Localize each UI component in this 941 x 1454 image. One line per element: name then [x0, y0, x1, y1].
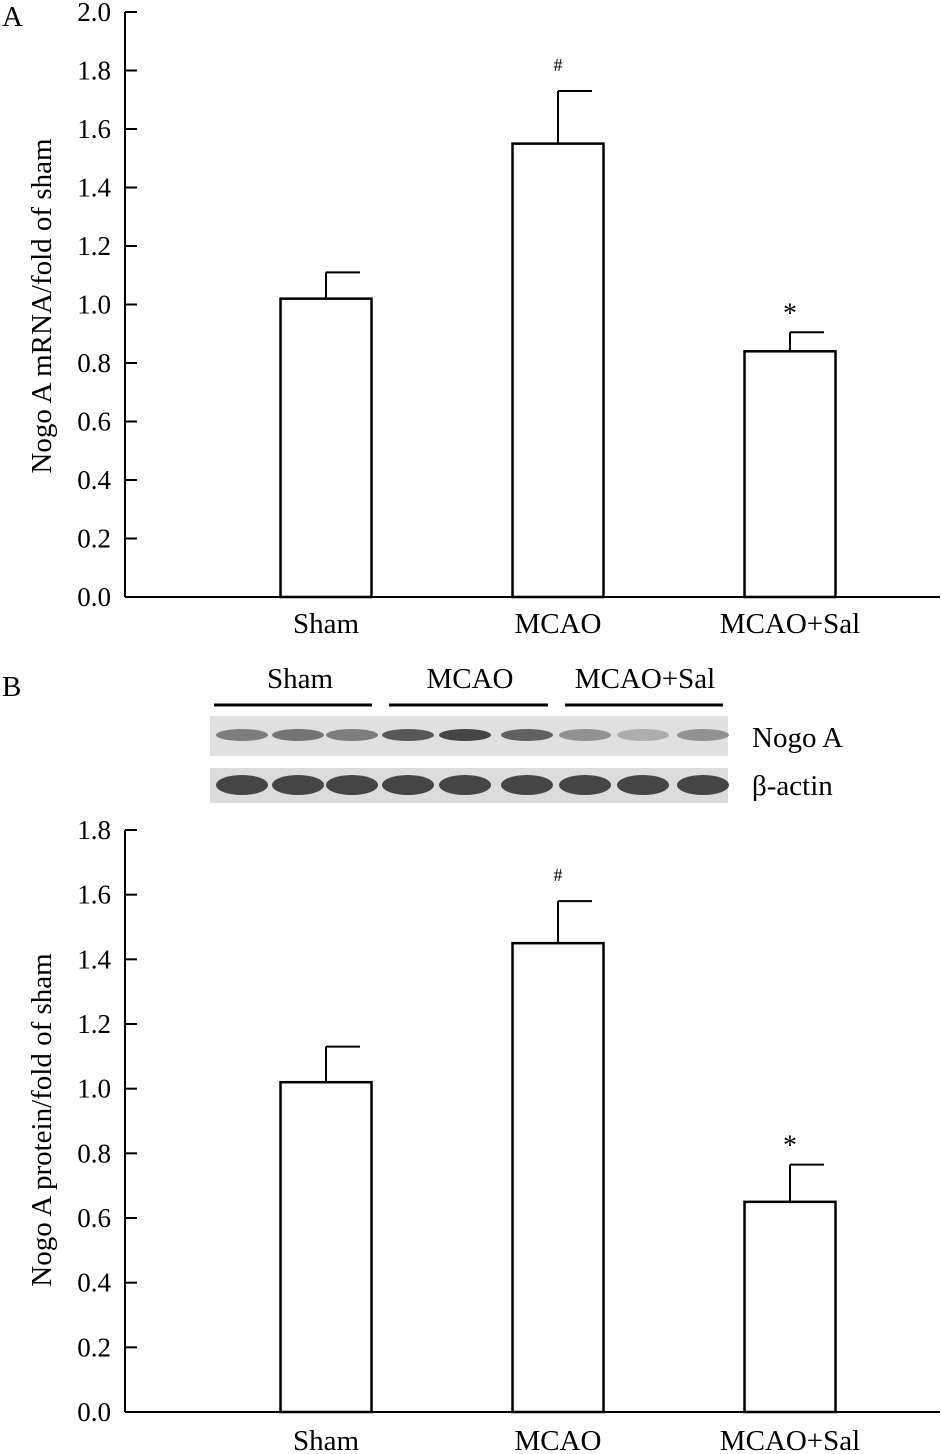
y-tick-label: 0.8 — [77, 348, 111, 378]
blot-group-label-sham: Sham — [267, 663, 334, 695]
y-tick-label: 0.4 — [77, 1268, 111, 1298]
significance-marker: * — [783, 298, 797, 329]
panel-label-a: A — [2, 1, 23, 33]
bar-sham — [279, 1080, 373, 1414]
y-tick-label: 0.6 — [77, 407, 111, 437]
x-category-label: MCAO+Sal — [720, 608, 860, 640]
significance-marker: # — [554, 865, 563, 885]
y-tick-label: 0.2 — [77, 1332, 111, 1362]
y-tick-label: 0.0 — [77, 1397, 111, 1427]
chart-a: 0.0 0.2 0.4 0.6 0.8 1.0 1.2 1.4 1.6 1.8 2.0 Sham # MC… — [77, 0, 940, 640]
panel-label-b: B — [2, 671, 21, 703]
blot-band — [501, 775, 553, 795]
blot-band — [439, 729, 491, 741]
blot-band — [677, 775, 729, 795]
bar-mcao-sal — [743, 1200, 837, 1414]
blot-band — [382, 775, 434, 795]
x-category-label: MCAO — [514, 1425, 601, 1454]
chart-b: 0.0 0.2 0.4 0.6 0.8 1.0 1.2 1.4 1.6 1.8 Sham # MCAO *… — [77, 815, 940, 1454]
y-tick-label: 0.0 — [77, 582, 111, 612]
y-tick-label: 1.8 — [77, 815, 111, 845]
blot-band — [216, 775, 268, 795]
blot-band — [559, 729, 611, 741]
blot-group-label-mcao-sal: MCAO+Sal — [575, 663, 715, 695]
blot-band — [501, 729, 553, 741]
bar-sham — [279, 297, 373, 599]
bar-mcao-sal — [743, 350, 837, 599]
blot-band — [617, 775, 669, 795]
x-category-label: Sham — [293, 1425, 360, 1454]
y-tick-label: 1.2 — [77, 1009, 111, 1039]
y-tick-label: 2.0 — [77, 0, 111, 27]
y-tick-label: 1.2 — [77, 231, 111, 261]
y-tick-label: 0.8 — [77, 1138, 111, 1168]
blot-band — [272, 775, 324, 795]
blot-band — [677, 729, 729, 741]
y-tick-label: 0.6 — [77, 1203, 111, 1233]
significance-marker: # — [554, 55, 563, 75]
blot-band — [326, 729, 378, 741]
blot-band — [617, 729, 669, 741]
blot-row-label-beta-actin: β-actin — [752, 770, 833, 802]
y-axis-label-b: Nogo A protein/fold of sham — [26, 953, 58, 1287]
blot-band — [382, 729, 434, 741]
blot-band — [216, 729, 268, 741]
y-tick-label: 1.0 — [77, 1074, 111, 1104]
blot-row-label-nogo-a: Nogo A — [752, 722, 843, 754]
y-tick-label: 1.8 — [77, 56, 111, 86]
bar-mcao — [511, 941, 605, 1414]
blot-band — [559, 775, 611, 795]
blot-band — [326, 775, 378, 795]
y-tick-label: 1.0 — [77, 290, 111, 320]
y-tick-label: 1.6 — [77, 880, 111, 910]
significance-marker: * — [783, 1131, 797, 1162]
blot-band — [272, 729, 324, 741]
x-category-label: Sham — [293, 608, 360, 640]
y-axis-label-a: Nogo A mRNA/fold of sham — [26, 138, 58, 474]
y-tick-label: 0.4 — [77, 465, 111, 495]
blot-group-label-mcao: MCAO — [426, 663, 513, 695]
y-tick-label: 1.4 — [77, 944, 111, 974]
y-tick-label: 1.6 — [77, 114, 111, 144]
blot-band — [439, 775, 491, 795]
y-tick-label: 1.4 — [77, 173, 111, 203]
y-tick-label: 0.2 — [77, 524, 111, 554]
x-category-label: MCAO+Sal — [720, 1425, 860, 1454]
bar-mcao — [511, 142, 605, 599]
western-blot: Sham MCAO MCAO+Sal Nogo A β-actin — [210, 663, 843, 803]
x-category-label: MCAO — [514, 608, 601, 640]
blot-bands — [216, 729, 729, 795]
